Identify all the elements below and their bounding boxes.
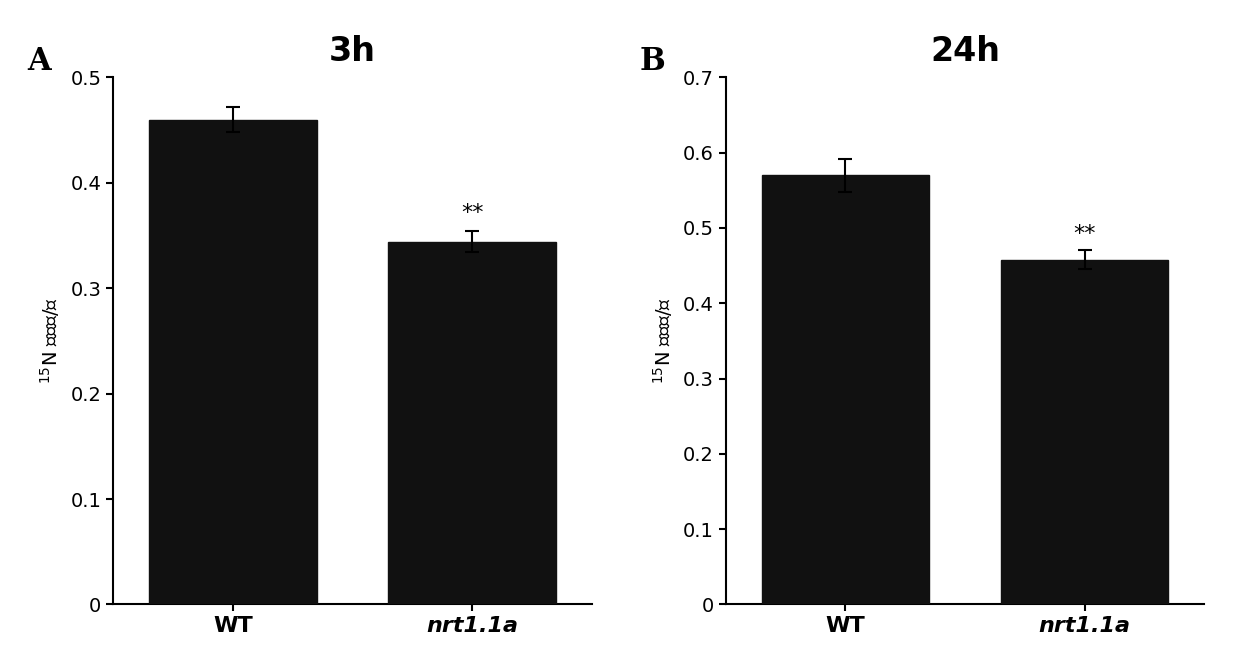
- Y-axis label: $^{15}$N 地上部/根: $^{15}$N 地上部/根: [38, 297, 62, 384]
- Title: 3h: 3h: [330, 35, 375, 68]
- Y-axis label: $^{15}$N 地上部/根: $^{15}$N 地上部/根: [650, 297, 675, 384]
- Bar: [388, 242, 556, 605]
- Bar: [149, 119, 317, 605]
- Bar: [762, 175, 929, 605]
- Text: A: A: [27, 46, 51, 76]
- Text: B: B: [639, 46, 665, 76]
- Text: **: **: [1073, 224, 1097, 244]
- Bar: [1001, 260, 1168, 605]
- Text: **: **: [461, 203, 483, 223]
- Title: 24h: 24h: [930, 35, 1000, 68]
